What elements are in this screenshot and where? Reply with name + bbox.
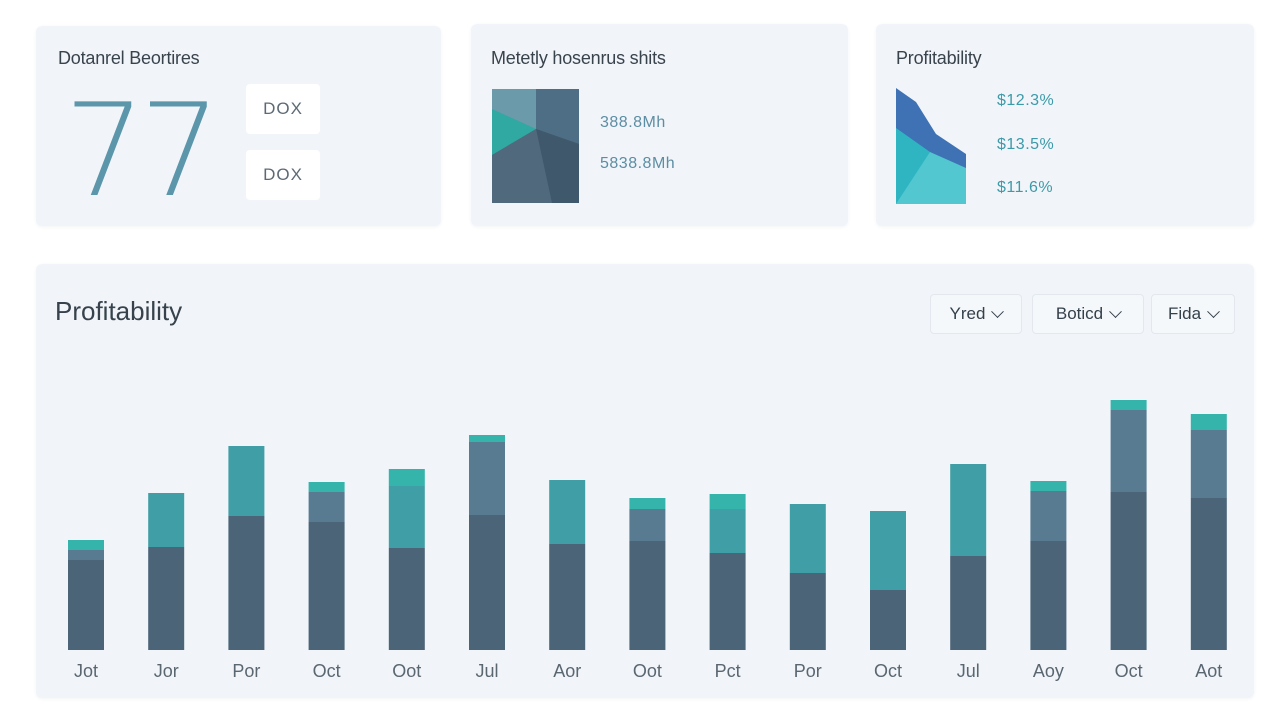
metric-value-1: $12.3% xyxy=(997,92,1055,109)
bar-segment-oct-3 xyxy=(1110,400,1147,410)
bar-chart: Jot Jor Por Oct Oot Jul Aor Oot Pct Por Oct Jul Aoy O… xyxy=(68,400,1227,681)
bar-segment-jot-1 xyxy=(68,560,104,650)
bar-segment-oct-2 xyxy=(870,511,906,590)
bar-segment-aot-3 xyxy=(1190,414,1227,430)
bar-segment-pct-2 xyxy=(709,509,746,553)
bar-segment-jul-2 xyxy=(469,442,505,515)
bar-segment-oot-3 xyxy=(629,498,666,509)
bar-segment-por-2 xyxy=(789,504,826,573)
bar-segment-oot-2 xyxy=(388,486,425,548)
bar-segment-oct-2 xyxy=(1110,410,1147,492)
bar-segment-aoy-2 xyxy=(1030,491,1067,541)
mosaic-icon xyxy=(492,89,579,203)
bar-segment-jul-1 xyxy=(469,515,505,650)
bar-segment-aot-1 xyxy=(1190,498,1227,650)
bar-segment-jul-2 xyxy=(950,464,987,556)
profitability-panel: Profitability Yred Boticd Fida Jot Jor Por… xyxy=(36,264,1254,698)
bar-segment-aot-2 xyxy=(1190,430,1227,498)
card-title: Metetly hosenrus shits xyxy=(491,48,666,68)
big-value: 77 xyxy=(64,77,221,226)
panel-title: Profitability xyxy=(55,296,183,326)
x-tick-label: Aot xyxy=(1195,661,1222,681)
bar-segment-jot-3 xyxy=(68,540,104,550)
area-shape-icon xyxy=(896,88,966,204)
x-tick-label: Oct xyxy=(874,661,902,681)
x-tick-label: Jot xyxy=(74,661,98,681)
bar-segment-pct-3 xyxy=(709,494,746,509)
bar-segment-jot-2 xyxy=(68,550,104,560)
bar-segment-aor-2 xyxy=(549,480,586,544)
bar-segment-oct-1 xyxy=(308,522,345,650)
kpi-card-3: Profitability $12.3% $13.5% $11.6% xyxy=(876,24,1254,226)
x-tick-label: Oot xyxy=(392,661,421,681)
metric-value-1: 388.8Mh xyxy=(600,114,666,131)
value-chip-2: DOX xyxy=(246,150,320,200)
card-title: Dotanrel Beortires xyxy=(58,48,200,68)
bar-segment-por-1 xyxy=(228,516,265,650)
kpi-card-1: Dotanrel Beortires 77 DOX DOX xyxy=(36,26,441,226)
bar-segment-oot-3 xyxy=(388,469,425,486)
metric-value-3: $11.6% xyxy=(997,179,1054,196)
bar-segment-jul-1 xyxy=(950,556,987,650)
metric-value-2: 5838.8Mh xyxy=(600,155,676,172)
bar-segment-por-2 xyxy=(228,446,265,516)
value-chip-1: DOX xyxy=(246,84,320,134)
bar-segment-oot-1 xyxy=(629,541,666,650)
x-tick-label: Aor xyxy=(553,661,581,681)
filter-label: Boticd xyxy=(1055,304,1104,323)
card-title: Profitability xyxy=(896,48,982,68)
filter-label: Fida xyxy=(1167,304,1202,323)
x-tick-label: Jor xyxy=(154,661,179,681)
x-tick-label: Aoy xyxy=(1033,661,1064,681)
bar-segment-oct-1 xyxy=(870,590,906,650)
bar-segment-oct-3 xyxy=(308,482,345,492)
bar-segment-oot-2 xyxy=(629,509,666,541)
bar-segment-oct-1 xyxy=(1110,492,1147,650)
filter-label: Yred xyxy=(949,304,986,323)
filter-dropdown-2[interactable]: Boticd xyxy=(1032,294,1144,334)
x-tick-label: Por xyxy=(232,661,260,681)
x-tick-label: Oot xyxy=(633,661,662,681)
x-tick-label: Oct xyxy=(313,661,341,681)
bar-segment-jul-3 xyxy=(469,435,505,442)
x-tick-label: Pct xyxy=(715,661,741,681)
metric-value-2: $13.5% xyxy=(997,136,1055,153)
bar-segment-aoy-1 xyxy=(1030,541,1067,650)
bar-segment-por-1 xyxy=(789,573,826,650)
filter-dropdown-1[interactable]: Yred xyxy=(930,294,1022,334)
filter-dropdown-3[interactable]: Fida xyxy=(1151,294,1235,334)
bar-segment-jor-1 xyxy=(148,547,185,650)
bar-segment-oot-1 xyxy=(388,548,425,650)
bar-segment-aoy-3 xyxy=(1030,481,1067,491)
x-tick-label: Por xyxy=(794,661,822,681)
bar-segment-pct-1 xyxy=(709,553,746,650)
x-tick-label: Jul xyxy=(957,661,980,681)
kpi-card-2: Metetly hosenrus shits 388.8Mh 5838.8Mh xyxy=(471,24,848,226)
bar-segment-aor-1 xyxy=(549,544,586,650)
bar-segment-jor-2 xyxy=(148,493,185,547)
bar-segment-oct-2 xyxy=(308,492,345,522)
x-tick-label: Jul xyxy=(475,661,498,681)
x-tick-label: Oct xyxy=(1115,661,1143,681)
